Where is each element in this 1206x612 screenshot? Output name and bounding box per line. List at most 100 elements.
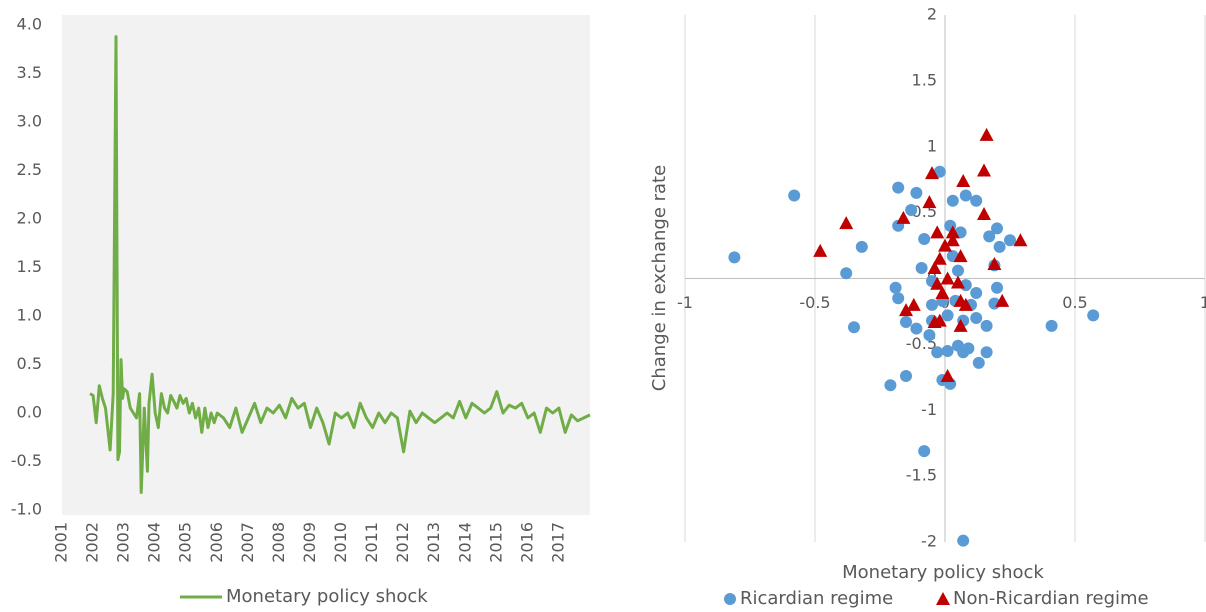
point xyxy=(918,445,931,458)
x-tick-label: 2012 xyxy=(393,522,412,563)
point xyxy=(892,292,905,305)
point xyxy=(892,181,905,194)
point xyxy=(728,251,741,264)
point xyxy=(848,321,860,334)
point xyxy=(788,189,801,202)
y-tick-label: -1.0 xyxy=(11,500,42,519)
point xyxy=(991,281,1003,294)
point xyxy=(932,313,947,327)
point xyxy=(940,368,955,382)
x-tick-label: 2011 xyxy=(362,522,381,563)
point xyxy=(980,319,993,332)
point xyxy=(1087,309,1100,322)
point xyxy=(980,346,993,359)
point xyxy=(918,232,931,245)
point xyxy=(970,286,983,299)
point xyxy=(927,260,942,274)
point xyxy=(941,309,954,322)
y-tick-label: -1.5 xyxy=(906,466,937,485)
point xyxy=(910,186,923,199)
y-tick-label: 0.5 xyxy=(17,354,42,373)
y-tick-label: 2.0 xyxy=(17,209,42,228)
point xyxy=(935,285,950,299)
x-tick-label: 2017 xyxy=(548,522,567,563)
y-tick-label: 4.0 xyxy=(17,15,42,34)
point xyxy=(813,243,828,257)
y-tick-label: 3.0 xyxy=(17,112,42,131)
legend-swatch xyxy=(724,593,736,605)
legend-label: Monetary policy shock xyxy=(226,586,428,607)
point xyxy=(970,194,983,207)
point xyxy=(972,356,985,369)
x-axis-title: Monetary policy shock xyxy=(842,562,1044,583)
point xyxy=(900,369,912,382)
legend-label: Ricardian regime xyxy=(740,588,893,609)
point xyxy=(884,379,897,392)
x-tick-label: 2005 xyxy=(176,522,195,563)
point xyxy=(995,293,1010,307)
point xyxy=(941,344,954,357)
point xyxy=(896,210,911,224)
point xyxy=(910,322,923,335)
y-tick-label: 1.5 xyxy=(912,70,937,89)
y-tick-label: 1 xyxy=(927,136,937,155)
x-tick-label: -0.5 xyxy=(799,293,830,312)
point xyxy=(930,276,945,290)
point xyxy=(993,240,1006,253)
x-tick-label: 2015 xyxy=(486,522,505,563)
point xyxy=(958,297,973,311)
y-axis-title: Change in exchange rate xyxy=(649,165,670,391)
point xyxy=(855,240,868,253)
point xyxy=(930,225,945,239)
x-tick-label: 2013 xyxy=(424,522,443,563)
point xyxy=(987,257,1002,271)
y-tick-label: -0.5 xyxy=(11,451,42,470)
point xyxy=(915,261,928,274)
y-tick-label: 2.5 xyxy=(17,160,42,179)
point xyxy=(931,346,944,359)
legend-swatch xyxy=(936,592,950,605)
point xyxy=(1045,319,1058,332)
point xyxy=(940,271,955,285)
x-tick-label: -1 xyxy=(677,293,693,312)
y-tick-label: 1.5 xyxy=(17,257,42,276)
point xyxy=(945,233,960,247)
point xyxy=(938,238,952,252)
y-tick-label: -2 xyxy=(921,532,937,551)
point xyxy=(953,249,968,263)
x-tick-label: 2014 xyxy=(455,522,474,563)
point xyxy=(905,203,918,216)
point xyxy=(952,264,964,277)
legend-label: Non-Ricardian regime xyxy=(953,588,1149,609)
x-tick-label: 2004 xyxy=(145,522,164,563)
x-tick-label: 0.5 xyxy=(1062,293,1087,312)
x-tick-label: 2010 xyxy=(331,522,350,563)
y-tick-label: 1.0 xyxy=(17,306,42,325)
y-tick-label: 0.0 xyxy=(17,403,42,422)
point xyxy=(926,298,938,311)
point xyxy=(991,222,1003,235)
point xyxy=(922,195,937,209)
x-tick-label: 2016 xyxy=(517,522,536,563)
point xyxy=(899,303,913,317)
x-tick-label: 1 xyxy=(1200,293,1206,312)
point xyxy=(953,318,968,332)
point xyxy=(932,251,947,265)
point xyxy=(839,216,854,230)
point xyxy=(900,315,912,328)
point xyxy=(970,312,983,325)
x-tick-label: 2007 xyxy=(238,522,257,563)
point xyxy=(906,297,921,311)
x-tick-label: 2009 xyxy=(300,522,319,563)
x-tick-label: 2002 xyxy=(83,522,102,563)
point xyxy=(1013,233,1028,247)
y-tick-label: 2 xyxy=(927,5,937,24)
data-line xyxy=(89,35,591,494)
point xyxy=(983,230,996,243)
point xyxy=(933,165,946,178)
x-tick-label: 2003 xyxy=(114,522,133,563)
point xyxy=(957,346,970,359)
point xyxy=(977,206,991,220)
point xyxy=(951,275,965,289)
